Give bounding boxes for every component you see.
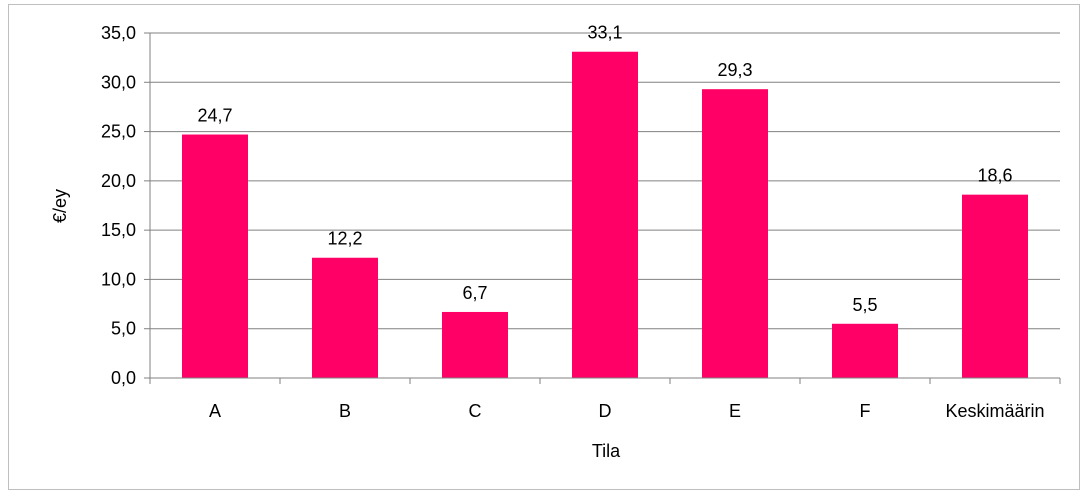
data-label: 6,7 bbox=[462, 283, 487, 303]
data-label: 5,5 bbox=[852, 295, 877, 315]
x-tick-label: Keskimäärin bbox=[945, 401, 1044, 421]
x-tick-label: A bbox=[209, 401, 221, 421]
data-label: 33,1 bbox=[587, 23, 622, 43]
y-tick-label: 15,0 bbox=[101, 220, 136, 240]
bar bbox=[572, 51, 638, 378]
bar bbox=[442, 311, 508, 378]
data-labels: 24,7 12,2 6,7 33,1 29,3 5,5 18,6 bbox=[197, 23, 1012, 315]
x-tick-label: E bbox=[729, 401, 741, 421]
bars bbox=[182, 51, 1028, 378]
bar bbox=[832, 323, 898, 378]
y-tick-label: 0,0 bbox=[111, 368, 136, 388]
y-tick-labels: 0,0 5,0 10,0 15,0 20,0 25,0 30,0 35,0 bbox=[101, 23, 136, 388]
data-label: 29,3 bbox=[717, 60, 752, 80]
x-tick-labels: A B C D E F Keskimäärin bbox=[209, 401, 1045, 421]
y-tick-label: 30,0 bbox=[101, 72, 136, 92]
x-tick-label: C bbox=[469, 401, 482, 421]
x-axis-title: Tila bbox=[592, 441, 621, 461]
y-tick-label: 5,0 bbox=[111, 319, 136, 339]
x-tick-label: B bbox=[339, 401, 351, 421]
axes bbox=[144, 32, 1061, 384]
x-tick-label: D bbox=[599, 401, 612, 421]
y-tick-label: 10,0 bbox=[101, 269, 136, 289]
x-tick-label: F bbox=[860, 401, 871, 421]
y-tick-label: 25,0 bbox=[101, 122, 136, 142]
y-tick-label: 20,0 bbox=[101, 171, 136, 191]
bar bbox=[312, 257, 378, 378]
bar bbox=[182, 134, 248, 378]
bar bbox=[702, 89, 768, 378]
data-label: 18,6 bbox=[977, 166, 1012, 186]
bar bbox=[962, 194, 1028, 378]
y-tick-label: 35,0 bbox=[101, 23, 136, 43]
y-axis-title: €/ey bbox=[50, 189, 70, 223]
data-label: 12,2 bbox=[327, 229, 362, 249]
data-label: 24,7 bbox=[197, 106, 232, 126]
